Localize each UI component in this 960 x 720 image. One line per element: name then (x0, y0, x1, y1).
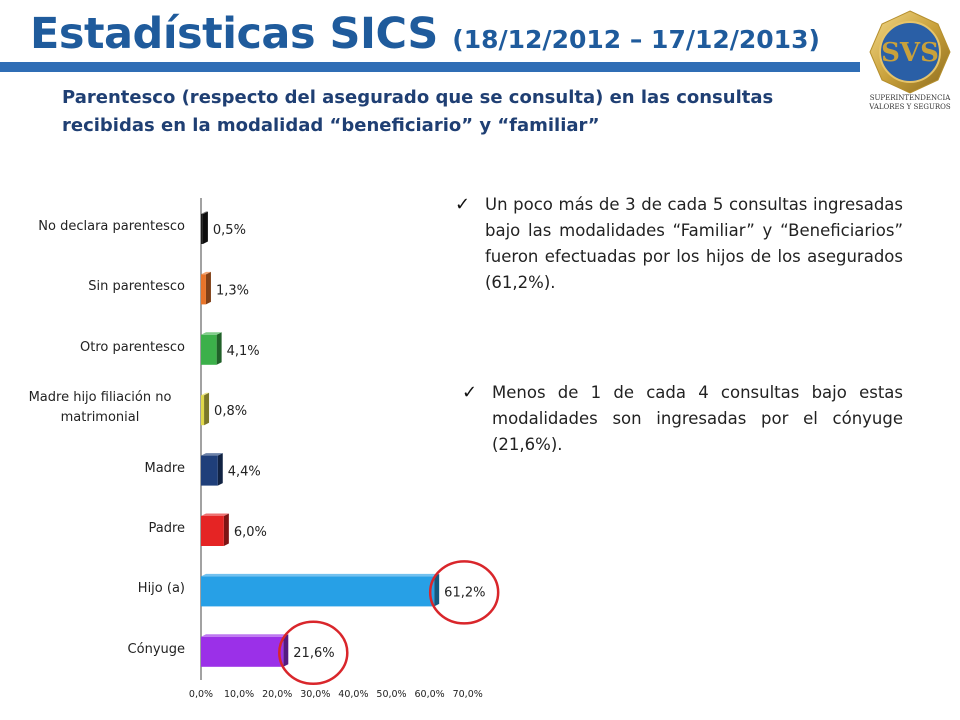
category-label: Madre (144, 460, 186, 476)
bar-madre (201, 453, 223, 486)
data-label: 21,6% (293, 646, 334, 661)
bar-face (201, 636, 284, 667)
bar-otro-parentesco (201, 332, 222, 365)
data-label: 61,2% (444, 585, 485, 600)
bar-no-declara-parentesco (201, 211, 208, 244)
logo-name-line1: SUPERINTENDENCIA (869, 94, 951, 102)
svs-logo-icon: SVS (860, 8, 960, 128)
category-label: Madre hijo filiación no matrimonial (28, 390, 172, 426)
bar-hijo-a (201, 573, 440, 607)
bar-chart: 0,5% 1,3% 4,1% 0,8% 4,4% 6,0% 61,2% 21,6% 0,0% 10… (189, 198, 500, 700)
data-label: 6,0% (234, 525, 267, 540)
note-2-text: Menos de 1 de cada 4 consultas bajo esta… (492, 383, 903, 454)
data-label: 4,1% (227, 344, 260, 359)
note-1: ✓ Un poco más de 3 de cada 5 consultas i… (455, 192, 903, 296)
bar-top (201, 332, 222, 335)
note-2: ✓ Menos de 1 de cada 4 consultas bajo es… (462, 380, 903, 458)
bar-face (201, 274, 206, 305)
bar-padre (201, 513, 229, 546)
category-label: Padre (148, 521, 185, 536)
x-tick-label: 20,0% (262, 689, 292, 700)
x-tick-label: 70,0% (453, 689, 483, 700)
x-tick-label: 30,0% (300, 689, 330, 700)
bar-face (201, 214, 203, 244)
bar-madre-hijo-filiacion-no-matrimonial (201, 392, 210, 426)
bar-face (201, 395, 205, 426)
category-label: Otro parentesco (80, 339, 185, 355)
bar-conyuge (201, 634, 289, 667)
category-label: Cónyuge (127, 641, 185, 657)
title-main: Estadísticas SICS (30, 9, 438, 59)
data-label: 1,3% (216, 283, 249, 298)
bar-side (204, 392, 210, 426)
bar-top (201, 573, 440, 577)
chart-subtitle: Parentesco (respecto del asegurado que s… (62, 87, 774, 136)
bar-side (205, 271, 211, 305)
bar-top (201, 271, 211, 275)
data-label: 0,5% (213, 223, 246, 238)
svs-logo-graphic: SVS (869, 10, 951, 94)
bar-top (201, 453, 223, 456)
logo-institution-name: SUPERINTENDENCIA VALORES Y SEGUROS (860, 94, 960, 112)
x-tick-label: 0,0% (189, 689, 213, 700)
bar-top (201, 392, 210, 396)
checkmark-icon: ✓ (455, 194, 471, 215)
title-underline-bar (0, 62, 860, 72)
logo-text: SVS (881, 38, 939, 68)
category-label: Sin parentesco (88, 279, 185, 295)
x-tick-label: 50,0% (376, 689, 406, 700)
page-title: Estadísticas SICS (18/12/2012 – 17/12/20… (30, 8, 820, 66)
checkmark-icon: ✓ (462, 382, 478, 403)
bar-top (201, 211, 208, 214)
bar-sin-parentesco (201, 271, 211, 305)
data-label: 0,8% (214, 404, 247, 419)
bar-side (216, 332, 222, 365)
category-label: No declara parentesco (38, 219, 185, 234)
highlight-circle (428, 560, 500, 625)
bar-side (202, 211, 208, 244)
x-tick-label: 10,0% (224, 689, 254, 700)
logo-name-line2: VALORES Y SEGUROS (869, 103, 951, 111)
highlight-circle (278, 620, 349, 686)
bar-top (201, 513, 229, 516)
bar-side (434, 573, 440, 607)
bar-face (201, 334, 217, 365)
bar-top (201, 634, 289, 637)
bar-side (283, 634, 289, 667)
bar-face (201, 516, 224, 546)
category-label: Hijo (a) (137, 581, 185, 597)
bar-face (201, 455, 218, 486)
data-label: 4,4% (228, 465, 261, 480)
bar-side (217, 453, 223, 486)
x-tick-label: 40,0% (338, 689, 368, 700)
bar-side (223, 513, 229, 546)
x-tick-label: 60,0% (415, 689, 445, 700)
bar-face (201, 576, 435, 607)
note-1-text: Un poco más de 3 de cada 5 consultas ing… (485, 195, 903, 292)
title-date-range: (18/12/2012 – 17/12/2013) (452, 25, 820, 54)
